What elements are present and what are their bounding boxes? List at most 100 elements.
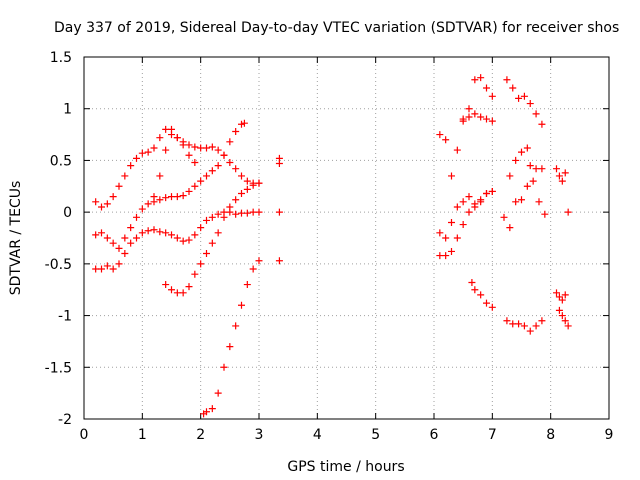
data-point bbox=[442, 234, 450, 242]
data-point bbox=[150, 198, 158, 206]
data-point bbox=[459, 115, 467, 123]
y-axis-ticks: -2 -1.5 -1 -0.5 0 0.5 1 1.5 bbox=[45, 50, 609, 428]
data-point bbox=[532, 110, 540, 118]
data-point bbox=[561, 169, 569, 177]
data-point bbox=[226, 343, 234, 351]
data-point bbox=[532, 322, 540, 330]
data-point bbox=[115, 244, 123, 252]
data-point bbox=[538, 165, 546, 173]
data-point bbox=[156, 134, 164, 142]
series-18 bbox=[553, 289, 569, 304]
data-point bbox=[127, 239, 135, 247]
data-point bbox=[226, 138, 234, 146]
data-point bbox=[553, 289, 560, 297]
data-point bbox=[483, 299, 490, 307]
data-point bbox=[173, 134, 181, 142]
data-point bbox=[561, 317, 569, 325]
data-point bbox=[109, 193, 117, 201]
x-tick-label: 3 bbox=[255, 427, 264, 443]
data-point bbox=[232, 127, 240, 135]
data-point bbox=[203, 216, 210, 224]
data-point bbox=[179, 289, 187, 297]
data-point bbox=[226, 203, 234, 211]
y-tick-label: -1.5 bbox=[45, 360, 72, 376]
x-tick-label: 4 bbox=[313, 427, 322, 443]
data-point bbox=[512, 156, 520, 164]
data-point bbox=[92, 198, 100, 206]
data-point bbox=[156, 172, 164, 180]
data-point bbox=[558, 296, 566, 304]
data-point bbox=[515, 320, 523, 328]
data-point bbox=[232, 196, 240, 204]
data-point bbox=[509, 84, 517, 92]
data-point bbox=[553, 165, 560, 173]
data-point bbox=[203, 250, 210, 258]
data-point bbox=[173, 193, 181, 201]
data-point bbox=[127, 162, 135, 170]
data-point bbox=[127, 224, 135, 232]
data-point bbox=[208, 239, 216, 247]
data-point bbox=[191, 158, 199, 166]
series-5 bbox=[162, 179, 263, 297]
series-14 bbox=[500, 177, 549, 232]
data-point bbox=[448, 172, 455, 180]
data-point bbox=[488, 187, 496, 195]
data-point bbox=[179, 138, 187, 146]
data-point bbox=[197, 224, 205, 232]
data-point bbox=[255, 257, 263, 265]
data-point bbox=[465, 105, 473, 113]
data-point bbox=[538, 317, 546, 325]
data-point bbox=[115, 182, 123, 190]
data-point bbox=[243, 177, 251, 185]
data-point bbox=[197, 177, 205, 185]
data-point bbox=[500, 213, 508, 221]
series-16 bbox=[503, 317, 546, 335]
data-point bbox=[214, 389, 222, 397]
data-point bbox=[436, 229, 444, 237]
data-point bbox=[232, 322, 240, 330]
data-point bbox=[535, 198, 543, 206]
data-point bbox=[238, 301, 245, 309]
chart-title: Day 337 of 2019, Sidereal Day-to-day VTE… bbox=[54, 20, 619, 36]
data-point bbox=[197, 260, 205, 268]
x-axis-label: GPS time / hours bbox=[287, 459, 404, 475]
data-point bbox=[477, 198, 485, 206]
series-10 bbox=[436, 187, 496, 260]
data-point bbox=[477, 113, 485, 121]
data-point bbox=[203, 408, 210, 416]
data-point bbox=[564, 208, 572, 216]
data-point bbox=[103, 200, 111, 208]
data-point bbox=[232, 165, 240, 173]
data-point bbox=[538, 120, 546, 128]
data-point bbox=[471, 203, 479, 211]
data-point bbox=[453, 234, 461, 242]
data-point bbox=[488, 303, 496, 311]
data-point bbox=[191, 231, 199, 239]
data-point bbox=[208, 405, 216, 413]
data-point bbox=[238, 172, 245, 180]
x-tick-label: 9 bbox=[605, 427, 614, 443]
data-point bbox=[185, 283, 193, 291]
data-point bbox=[191, 182, 199, 190]
data-point bbox=[220, 363, 228, 371]
data-point bbox=[191, 270, 199, 278]
data-point bbox=[453, 203, 461, 211]
data-point bbox=[98, 229, 105, 237]
series-12 bbox=[468, 278, 496, 311]
data-point bbox=[98, 203, 105, 211]
data-point bbox=[477, 291, 485, 299]
series-3 bbox=[92, 119, 248, 252]
data-point bbox=[162, 194, 170, 202]
data-point bbox=[275, 257, 283, 265]
data-point bbox=[561, 291, 569, 299]
data-point bbox=[185, 141, 193, 149]
data-point bbox=[275, 208, 283, 216]
data-point bbox=[526, 100, 534, 108]
data-point bbox=[515, 94, 523, 102]
x-tick-label: 5 bbox=[371, 427, 380, 443]
data-point bbox=[558, 312, 566, 320]
data-point bbox=[512, 198, 520, 206]
data-point bbox=[471, 286, 479, 294]
data-point bbox=[214, 162, 222, 170]
data-point bbox=[471, 76, 479, 84]
